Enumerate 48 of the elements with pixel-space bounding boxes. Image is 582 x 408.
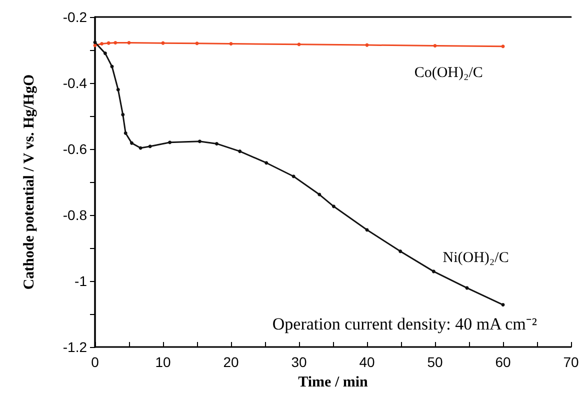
point: [214, 142, 218, 146]
point: [168, 140, 172, 144]
annotation: Operation current density: 40 mA cm⁻²: [272, 314, 537, 334]
point: [103, 52, 107, 56]
point: [433, 44, 437, 48]
point: [130, 141, 134, 145]
x-tick-label: 70: [563, 354, 579, 370]
point: [127, 40, 131, 44]
point: [124, 131, 128, 135]
point: [106, 41, 110, 45]
point: [398, 250, 402, 254]
series-label: Co(OH)₂/C: [414, 65, 483, 82]
point: [432, 270, 436, 274]
point: [93, 40, 97, 44]
x-tick-label: 0: [91, 354, 100, 370]
point: [465, 286, 469, 290]
y-tick-label: -1.2: [62, 339, 88, 355]
x-tick-label: 30: [291, 354, 307, 370]
point: [238, 150, 242, 154]
point: [195, 42, 199, 46]
point: [264, 161, 268, 165]
y-tick-label: -0.4: [62, 75, 88, 91]
point: [501, 44, 505, 48]
x-axis-title: Time / min: [298, 374, 369, 390]
point: [501, 303, 505, 307]
y-tick-label: -0.6: [62, 141, 88, 157]
point: [116, 88, 120, 92]
point: [198, 140, 202, 144]
series-label: Ni(OH)₂/C: [442, 250, 509, 266]
point: [121, 112, 125, 116]
point: [292, 174, 296, 178]
y-tick-label: -0.8: [62, 207, 88, 223]
x-tick-label: 50: [427, 354, 443, 370]
point: [229, 42, 233, 46]
point: [148, 144, 152, 148]
y-tick-label: -1: [74, 273, 88, 289]
y-tick-label: -0.2: [62, 9, 88, 25]
x-tick-label: 60: [495, 354, 511, 370]
point: [365, 228, 369, 232]
point: [100, 42, 104, 46]
point: [297, 42, 301, 46]
point: [318, 192, 322, 196]
point: [332, 204, 336, 208]
point: [114, 40, 118, 44]
x-tick-label: 40: [359, 354, 375, 370]
x-tick-label: 10: [155, 354, 171, 370]
x-tick-label: 20: [223, 354, 239, 370]
y-axis-title: Cathode potential / V vs. Hg/HgO: [22, 74, 38, 290]
